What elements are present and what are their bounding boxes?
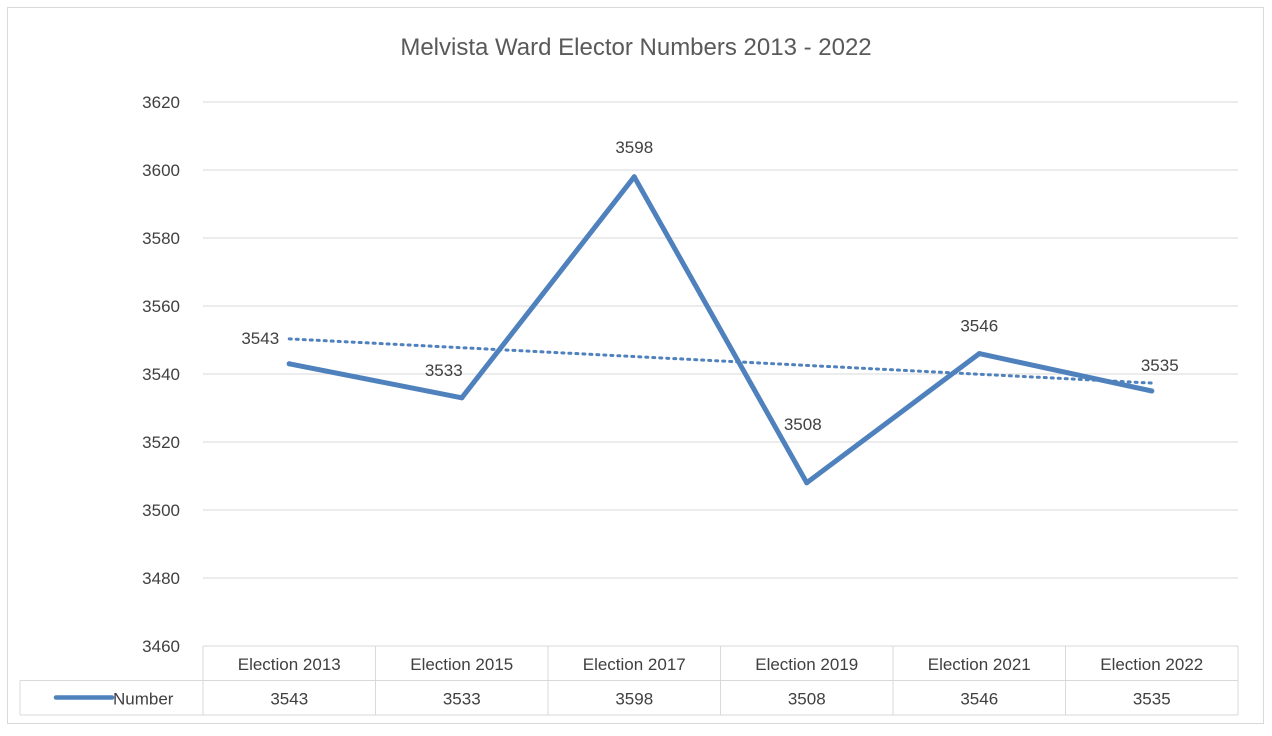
y-tick-label: 3500 (142, 501, 180, 520)
category-label: Election 2017 (583, 655, 686, 674)
chart-border (7, 7, 1264, 724)
data-point (976, 351, 982, 357)
y-tick-label: 3460 (142, 637, 180, 656)
trendline (287, 337, 1154, 385)
data-label: 3598 (615, 138, 653, 157)
data-labels: 3543 3533 3598 3508 3546 3535 (241, 138, 1178, 434)
gridlines (203, 101, 1238, 579)
table-value: 3508 (788, 690, 826, 709)
data-label: 3535 (1141, 356, 1179, 375)
category-label: Election 2013 (238, 655, 341, 674)
table-value: 3598 (615, 690, 653, 709)
data-label: 3508 (784, 415, 822, 434)
trendline-linear (287, 337, 1154, 385)
data-label: 3543 (241, 329, 279, 348)
y-tick-label: 3620 (142, 93, 180, 112)
y-axis-ticks: 3460 3480 3500 3520 3540 3560 3580 3600 3620 (142, 93, 180, 656)
data-point (631, 174, 637, 180)
data-label: 3533 (425, 361, 463, 380)
data-point (804, 480, 810, 486)
data-point (459, 395, 465, 401)
category-label: Election 2019 (755, 655, 858, 674)
y-tick-label: 3580 (142, 229, 180, 248)
data-table: Election 2013 3543 Election 2015 3533 Electi… (19, 645, 1239, 716)
category-label: Election 2015 (410, 655, 513, 674)
y-tick-label: 3520 (142, 433, 180, 452)
y-tick-label: 3540 (142, 365, 180, 384)
chart-title: Melvista Ward Elector Numbers 2013 - 202… (400, 34, 871, 61)
legend-series-name: Number (113, 690, 174, 709)
data-label: 3546 (960, 317, 998, 336)
series-line-number (286, 174, 1155, 486)
y-tick-label: 3480 (142, 569, 180, 588)
data-point (286, 361, 292, 367)
category-label: Election 2022 (1100, 655, 1203, 674)
table-value: 3533 (443, 690, 481, 709)
y-tick-label: 3560 (142, 297, 180, 316)
table-value: 3546 (960, 690, 998, 709)
category-label: Election 2021 (928, 655, 1031, 674)
y-tick-label: 3600 (142, 161, 180, 180)
table-value: 3535 (1133, 690, 1171, 709)
data-point (1149, 388, 1155, 394)
series-layer (286, 174, 1155, 486)
table-value: 3543 (270, 690, 308, 709)
